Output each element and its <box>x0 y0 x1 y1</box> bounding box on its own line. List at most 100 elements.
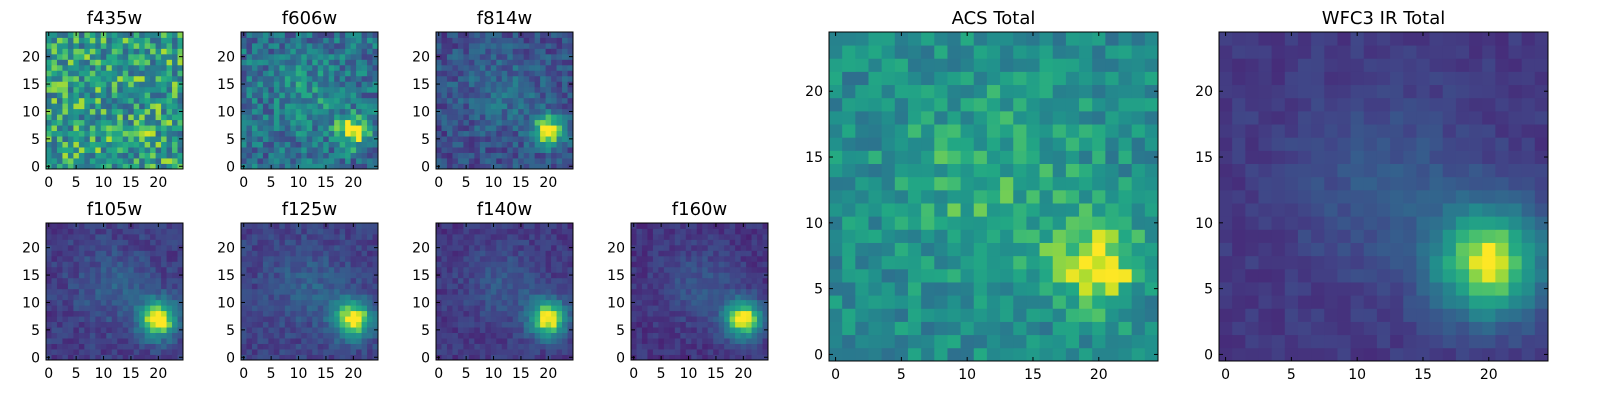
heatmap-cell <box>328 108 335 115</box>
heatmap-cell <box>567 103 574 110</box>
heatmap-cell <box>691 228 698 235</box>
heatmap-cell <box>328 86 335 93</box>
heatmap-cell <box>361 288 368 295</box>
heatmap-cell <box>1026 203 1040 217</box>
heatmap-cell <box>1065 321 1080 336</box>
heatmap-cell <box>301 103 308 110</box>
heatmap-cell <box>518 327 525 333</box>
heatmap-cell <box>84 114 91 121</box>
heatmap-cell <box>161 152 167 159</box>
heatmap-cell <box>95 349 102 355</box>
heatmap-cell <box>446 316 453 323</box>
heatmap-cell <box>133 272 140 279</box>
heatmap-cell <box>523 119 530 126</box>
heatmap-cell <box>139 349 146 355</box>
heatmap-cell <box>490 42 497 49</box>
heatmap-cell <box>246 255 253 262</box>
heatmap-cell <box>485 81 492 88</box>
heatmap-cell <box>328 48 335 55</box>
heatmap-cell <box>479 283 486 290</box>
heatmap-cell <box>306 244 313 251</box>
heatmap-cell <box>301 97 308 104</box>
heatmap-cell <box>907 334 922 349</box>
heatmap-cell <box>372 316 379 323</box>
heatmap-cell <box>73 310 80 317</box>
heatmap-cell <box>356 158 362 164</box>
heatmap-cell <box>691 239 698 246</box>
heatmap-cell <box>117 158 124 164</box>
heatmap-cell <box>177 255 184 262</box>
heatmap-cell <box>144 158 151 164</box>
heatmap-cell <box>262 42 269 49</box>
heatmap-cell <box>512 152 519 159</box>
heatmap-cell <box>51 283 58 290</box>
heatmap-cell <box>1105 268 1119 283</box>
heatmap-cell <box>122 327 129 333</box>
heatmap-cell <box>128 321 135 328</box>
heatmap-cell <box>562 349 568 355</box>
heatmap-cell <box>529 37 536 44</box>
heatmap-cell <box>567 59 574 66</box>
heatmap-cell <box>718 288 725 295</box>
heatmap-cell <box>518 316 525 323</box>
heatmap-cell <box>441 130 448 137</box>
heatmap-cell <box>273 53 280 60</box>
heatmap-cell <box>452 53 459 60</box>
y-tick-label: 20 <box>22 50 40 66</box>
heatmap-cell <box>452 81 459 88</box>
heatmap-cell <box>746 327 752 333</box>
heatmap-cell <box>317 108 324 115</box>
heatmap-cell <box>295 343 302 350</box>
heatmap-cell <box>100 233 107 240</box>
heatmap-cell <box>150 147 156 153</box>
heatmap-cell <box>328 37 335 44</box>
heatmap-cell <box>251 42 258 49</box>
heatmap-cell <box>339 332 346 339</box>
heatmap-cell <box>328 103 335 110</box>
heatmap-cell <box>881 176 896 191</box>
heatmap-cell <box>133 343 140 350</box>
heatmap-cell <box>117 48 124 55</box>
heatmap-cell <box>540 42 546 49</box>
heatmap-cell <box>241 343 247 350</box>
heatmap-cell <box>636 294 643 301</box>
heatmap-cell <box>713 305 720 312</box>
heatmap-cell <box>367 250 373 257</box>
heatmap-cell <box>155 299 162 306</box>
heatmap-cell <box>290 42 297 49</box>
heatmap-cell <box>680 310 687 317</box>
heatmap-cell <box>1144 163 1159 178</box>
heatmap-cell <box>279 37 286 44</box>
heatmap-cell <box>268 136 275 142</box>
y-tick-label: 20 <box>412 50 430 66</box>
heatmap-cell <box>567 266 574 273</box>
heatmap-cell <box>545 277 552 284</box>
heatmap-cell <box>279 42 286 49</box>
heatmap-cell <box>674 354 681 361</box>
heatmap-cell <box>273 223 280 229</box>
heatmap-cell <box>641 299 648 306</box>
heatmap-cell <box>73 103 80 110</box>
heatmap-cell <box>51 92 58 99</box>
heatmap-cell <box>111 349 118 355</box>
heatmap-cell <box>567 305 574 312</box>
heatmap-cell <box>457 338 464 344</box>
heatmap-cell <box>73 228 80 235</box>
heatmap-cell <box>128 130 135 137</box>
heatmap-cell <box>372 288 379 295</box>
heatmap-cell <box>67 223 74 229</box>
heatmap-cell <box>339 147 346 153</box>
heatmap-cell <box>636 266 643 273</box>
heatmap-cell <box>907 176 922 191</box>
heatmap-cell <box>855 242 869 257</box>
heatmap-cells <box>46 223 184 361</box>
heatmap-cell <box>718 299 725 306</box>
heatmap-cell <box>740 244 747 251</box>
heatmap-cell <box>361 53 368 60</box>
x-tick-label: 15 <box>317 175 335 191</box>
heatmap-cell <box>177 64 184 71</box>
heatmap-cell <box>881 242 896 257</box>
heatmap-cell <box>641 239 648 246</box>
heatmap-cell <box>490 321 497 328</box>
heatmap-cell <box>746 250 752 257</box>
